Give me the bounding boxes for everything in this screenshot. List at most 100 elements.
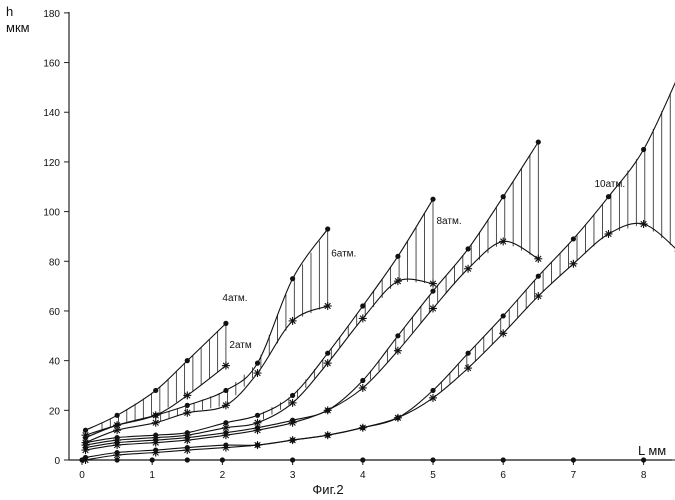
data-point-star xyxy=(324,302,332,310)
data-point-dot xyxy=(430,457,435,462)
data-point-dot xyxy=(223,388,228,393)
data-point-dot xyxy=(501,457,506,462)
data-point-dot xyxy=(395,333,400,338)
data-point-dot xyxy=(641,457,646,462)
data-point-dot xyxy=(255,361,260,366)
series-label: 2атм xyxy=(229,340,251,351)
figure-caption: Фиг.2 xyxy=(312,482,343,497)
y-tick-label: 60 xyxy=(49,307,61,318)
x-tick-label: 4 xyxy=(360,470,366,481)
x-tick-label: 7 xyxy=(571,470,577,481)
y-tick-label: 0 xyxy=(54,456,60,467)
data-point-star xyxy=(429,304,437,312)
data-point-dot xyxy=(430,288,435,293)
data-point-star xyxy=(324,431,332,439)
data-point-star xyxy=(324,406,332,414)
data-point-dot xyxy=(606,194,611,199)
x-tick-label: 6 xyxy=(500,470,506,481)
data-point-dot xyxy=(536,139,541,144)
data-point-star xyxy=(394,414,402,422)
data-point-dot xyxy=(536,274,541,279)
series-upper-curve xyxy=(86,199,434,442)
data-point-dot xyxy=(466,351,471,356)
y-tick-label: 40 xyxy=(49,357,61,368)
data-point-dot xyxy=(325,351,330,356)
series-upper-curve xyxy=(86,229,328,438)
y-tick-label: 120 xyxy=(43,158,60,169)
data-point-dot xyxy=(360,378,365,383)
data-point-star xyxy=(183,436,191,444)
series-lower-curve xyxy=(86,241,539,450)
data-point-dot xyxy=(290,457,295,462)
x-tick-label: 2 xyxy=(220,470,226,481)
y-tick-label: 20 xyxy=(49,406,61,417)
x-tick-label: 3 xyxy=(290,470,296,481)
data-point-dot xyxy=(571,236,576,241)
data-point-star xyxy=(464,364,472,372)
data-point-star xyxy=(254,441,262,449)
hatching xyxy=(102,75,675,430)
data-point-dot xyxy=(430,197,435,202)
curves xyxy=(82,75,675,460)
x-tick-label: 5 xyxy=(430,470,436,481)
x-tick-label: 1 xyxy=(149,470,155,481)
data-point-star xyxy=(183,446,191,454)
data-point-dot xyxy=(325,226,330,231)
data-point-dot xyxy=(360,457,365,462)
data-point-dot xyxy=(571,457,576,462)
data-point-star xyxy=(324,359,332,367)
data-point-dot xyxy=(501,313,506,318)
y-tick-label: 80 xyxy=(49,257,61,268)
data-point-dot xyxy=(115,457,120,462)
data-point-dot xyxy=(150,457,155,462)
data-point-dot xyxy=(290,276,295,281)
data-point-star xyxy=(254,369,262,377)
series-label: 6атм. xyxy=(331,248,356,259)
data-point-star xyxy=(289,436,297,444)
x-tick-label: 8 xyxy=(641,470,647,481)
data-point-star xyxy=(534,255,542,263)
data-point-star xyxy=(289,399,297,407)
data-point-dot xyxy=(430,388,435,393)
data-point-star xyxy=(640,220,648,228)
data-point-dot xyxy=(185,403,190,408)
data-point-star xyxy=(359,384,367,392)
data-point-star xyxy=(394,277,402,285)
data-point-star xyxy=(289,419,297,427)
data-point-star xyxy=(464,265,472,273)
data-point-star xyxy=(499,329,507,337)
series-label: 10атм. xyxy=(594,179,625,190)
series-label: 8атм. xyxy=(437,216,462,227)
data-point-star xyxy=(222,362,230,370)
y-tick-label: 160 xyxy=(43,59,60,70)
data-point-dot xyxy=(501,194,506,199)
data-point-star xyxy=(113,441,121,449)
data-point-dot xyxy=(115,413,120,418)
data-point-dot xyxy=(255,413,260,418)
data-point-dot xyxy=(185,358,190,363)
series-label: 4атм. xyxy=(222,293,247,304)
data-point-star xyxy=(152,419,160,427)
data-point-dot xyxy=(360,303,365,308)
data-point-star xyxy=(429,280,437,288)
data-point-dot xyxy=(290,393,295,398)
data-point-dot xyxy=(79,457,84,462)
data-point-star xyxy=(569,260,577,268)
data-point-dot xyxy=(185,457,190,462)
x-tick-label: 0 xyxy=(79,470,85,481)
y-tick-label: 100 xyxy=(43,208,60,219)
data-point-star xyxy=(429,394,437,402)
data-point-star xyxy=(222,431,230,439)
y-tick-label: 180 xyxy=(43,9,60,20)
data-point-star xyxy=(183,409,191,417)
data-point-star xyxy=(254,426,262,434)
y-axis-title-h: h xyxy=(6,4,13,19)
ticks: 0 20 40 60 80 100 120 140 160 180 0 1 2 3 4 5 6 7 8 xyxy=(43,9,647,481)
data-point-star xyxy=(359,314,367,322)
y-tick-label: 140 xyxy=(43,108,60,119)
data-point-dot xyxy=(220,457,225,462)
y-axis-title-unit: мкм xyxy=(6,20,30,35)
data-point-dot xyxy=(641,147,646,152)
series-upper-curve xyxy=(86,75,675,458)
